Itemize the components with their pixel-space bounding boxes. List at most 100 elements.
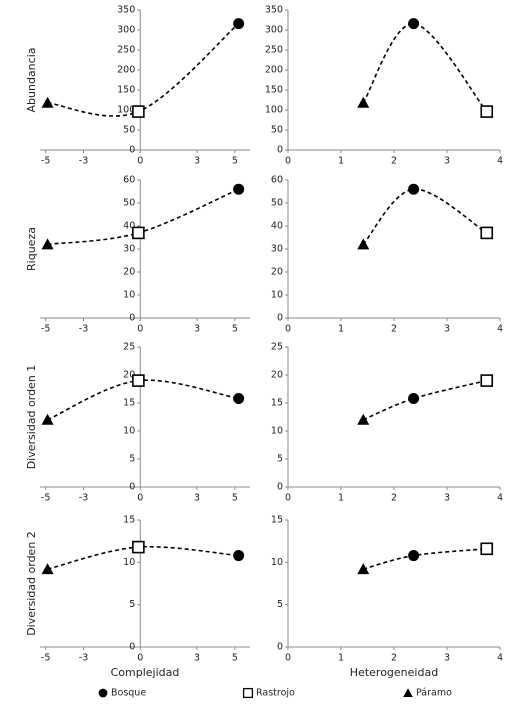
x-axis-label: Heterogeneidad [350,666,438,679]
y-tick-label: 15 [123,398,135,409]
y-tick-label: 15 [271,515,283,526]
x-tick-label: 0 [137,324,143,335]
y-tick-label: 100 [265,105,283,116]
x-tick-label: 5 [232,653,238,664]
x-tick-label: 3 [194,653,200,664]
trend-line [363,547,487,570]
x-tick-label: 5 [232,156,238,167]
x-tick-label: 4 [497,156,503,167]
x-tick-label: 2 [391,156,397,167]
y-tick-label: 5 [129,599,135,610]
y-tick-label: 50 [271,198,283,209]
y-tick-label: 20 [271,370,283,381]
y-tick-label: 25 [271,342,283,353]
legend-marker [98,688,108,698]
x-tick-label: 0 [137,156,143,167]
data-point [408,550,420,562]
legend-label: Páramo [416,688,452,699]
x-tick-label: 0 [285,493,291,504]
y-tick-label: 20 [271,267,283,278]
legend-marker [403,688,413,697]
y-tick-label: 30 [271,244,283,255]
y-tick-label: 50 [271,125,283,136]
y-tick-label: 10 [123,290,135,301]
y-tick-label: 0 [129,313,135,324]
data-point [357,563,370,575]
data-point [233,393,245,405]
y-tick-label: 15 [123,515,135,526]
y-axis-label: Diversidad orden 1 [25,365,38,470]
x-tick-label: -5 [41,156,50,167]
x-tick-label: 3 [444,324,450,335]
data-point [357,238,370,250]
data-point [233,18,245,30]
x-tick-label: -3 [79,156,88,167]
y-tick-label: 0 [129,482,135,493]
y-tick-label: 250 [265,45,283,56]
y-tick-label: 350 [117,5,135,16]
data-point [132,540,145,554]
x-tick-label: -5 [41,493,50,504]
data-point [357,413,370,425]
y-tick-label: 10 [271,290,283,301]
x-tick-label: 0 [285,653,291,664]
data-point [408,18,420,30]
y-tick-label: 60 [123,175,135,186]
y-tick-label: 0 [129,145,135,156]
y-tick-label: 50 [123,125,135,136]
y-tick-label: 20 [123,370,135,381]
x-tick-label: 1 [338,493,344,504]
y-tick-label: 5 [129,454,135,465]
y-tick-label: 300 [117,25,135,36]
x-tick-label: 3 [194,493,200,504]
x-tick-label: 4 [497,493,503,504]
data-point [233,550,245,562]
y-tick-label: 150 [265,85,283,96]
y-axis-label: Riqueza [25,227,38,271]
data-point [41,96,54,108]
y-tick-label: 200 [265,65,283,76]
trend-line [362,379,487,421]
x-tick-label: 1 [338,324,344,335]
y-tick-label: 50 [123,198,135,209]
x-tick-label: -5 [41,324,50,335]
x-tick-label: 3 [444,156,450,167]
y-tick-label: 150 [117,85,135,96]
x-tick-label: 4 [497,324,503,335]
legend-label: Rastrojo [256,688,295,699]
x-tick-label: 5 [232,324,238,335]
y-tick-label: 5 [277,599,283,610]
y-tick-label: 10 [123,557,135,568]
x-tick-label: 3 [444,653,450,664]
data-point [480,226,494,240]
y-tick-label: 100 [117,105,135,116]
x-tick-label: 0 [285,324,291,335]
data-point [480,105,494,118]
data-point [41,413,54,425]
y-tick-label: 0 [277,482,283,493]
legend-marker [242,687,254,699]
x-tick-label: 3 [194,324,200,335]
data-point [132,226,145,240]
y-tick-label: 10 [271,426,283,437]
x-tick-label: 2 [391,493,397,504]
y-tick-label: 300 [265,25,283,36]
y-tick-label: 0 [129,642,135,653]
y-tick-label: 40 [271,221,283,232]
x-axis-label: Complejidad [111,666,180,679]
data-point [132,374,145,387]
data-point [233,183,245,195]
y-tick-label: 60 [271,175,283,186]
x-tick-label: 0 [137,493,143,504]
x-tick-label: 1 [338,156,344,167]
x-tick-label: -3 [79,493,88,504]
x-tick-label: 0 [137,653,143,664]
x-tick-label: 4 [497,653,503,664]
trend-line [362,188,488,245]
x-tick-label: 3 [444,493,450,504]
trend-line [362,22,488,113]
x-tick-label: 5 [232,493,238,504]
data-point [408,393,420,405]
trend-line [47,22,240,117]
